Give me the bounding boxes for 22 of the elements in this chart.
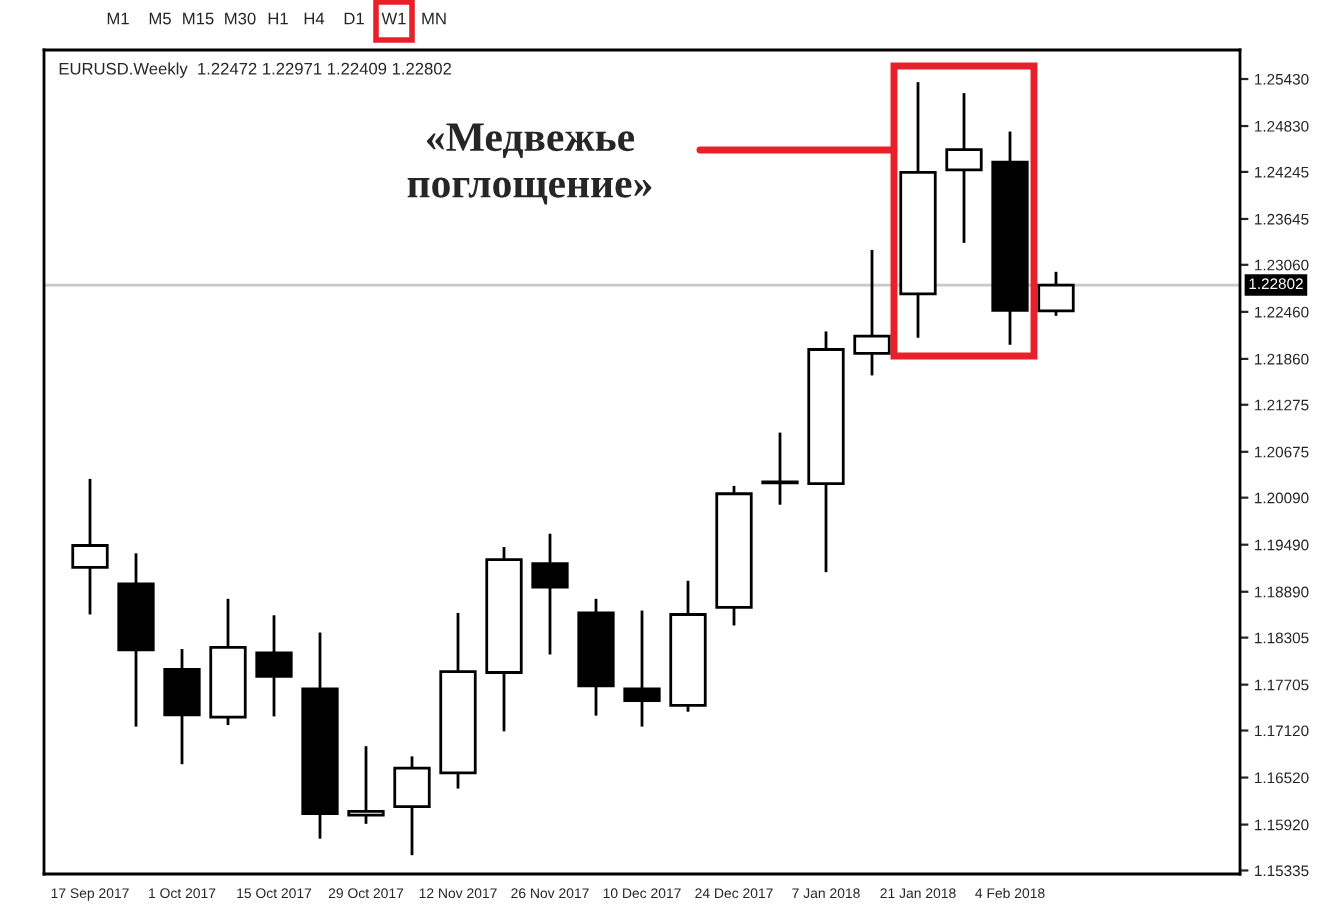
text: EURUSD.Weekly 1.22472 1.22971 1.22409 1.22802 — [59, 62, 452, 78]
text: M5 — [149, 12, 171, 25]
candlestick — [393, 755, 431, 857]
text: W1 — [381, 12, 406, 25]
text: M15 — [183, 12, 214, 25]
candlestick — [255, 613, 293, 718]
candlestick — [623, 609, 661, 728]
candlestick — [853, 248, 891, 377]
text: H1 — [268, 12, 288, 25]
candlestick — [1037, 270, 1075, 318]
text: M30 — [225, 12, 256, 25]
text: H4 — [304, 12, 325, 25]
candlestick — [71, 477, 109, 616]
candlestick — [163, 647, 201, 766]
text: M1 — [107, 12, 129, 25]
candlestick — [945, 91, 983, 245]
candlestick — [347, 744, 385, 826]
annotation: «Медвежье поглощение» — [407, 123, 652, 205]
candlestick — [761, 431, 799, 507]
text: D1 — [344, 12, 364, 25]
candlestick — [531, 532, 569, 656]
text: MN — [422, 12, 446, 25]
